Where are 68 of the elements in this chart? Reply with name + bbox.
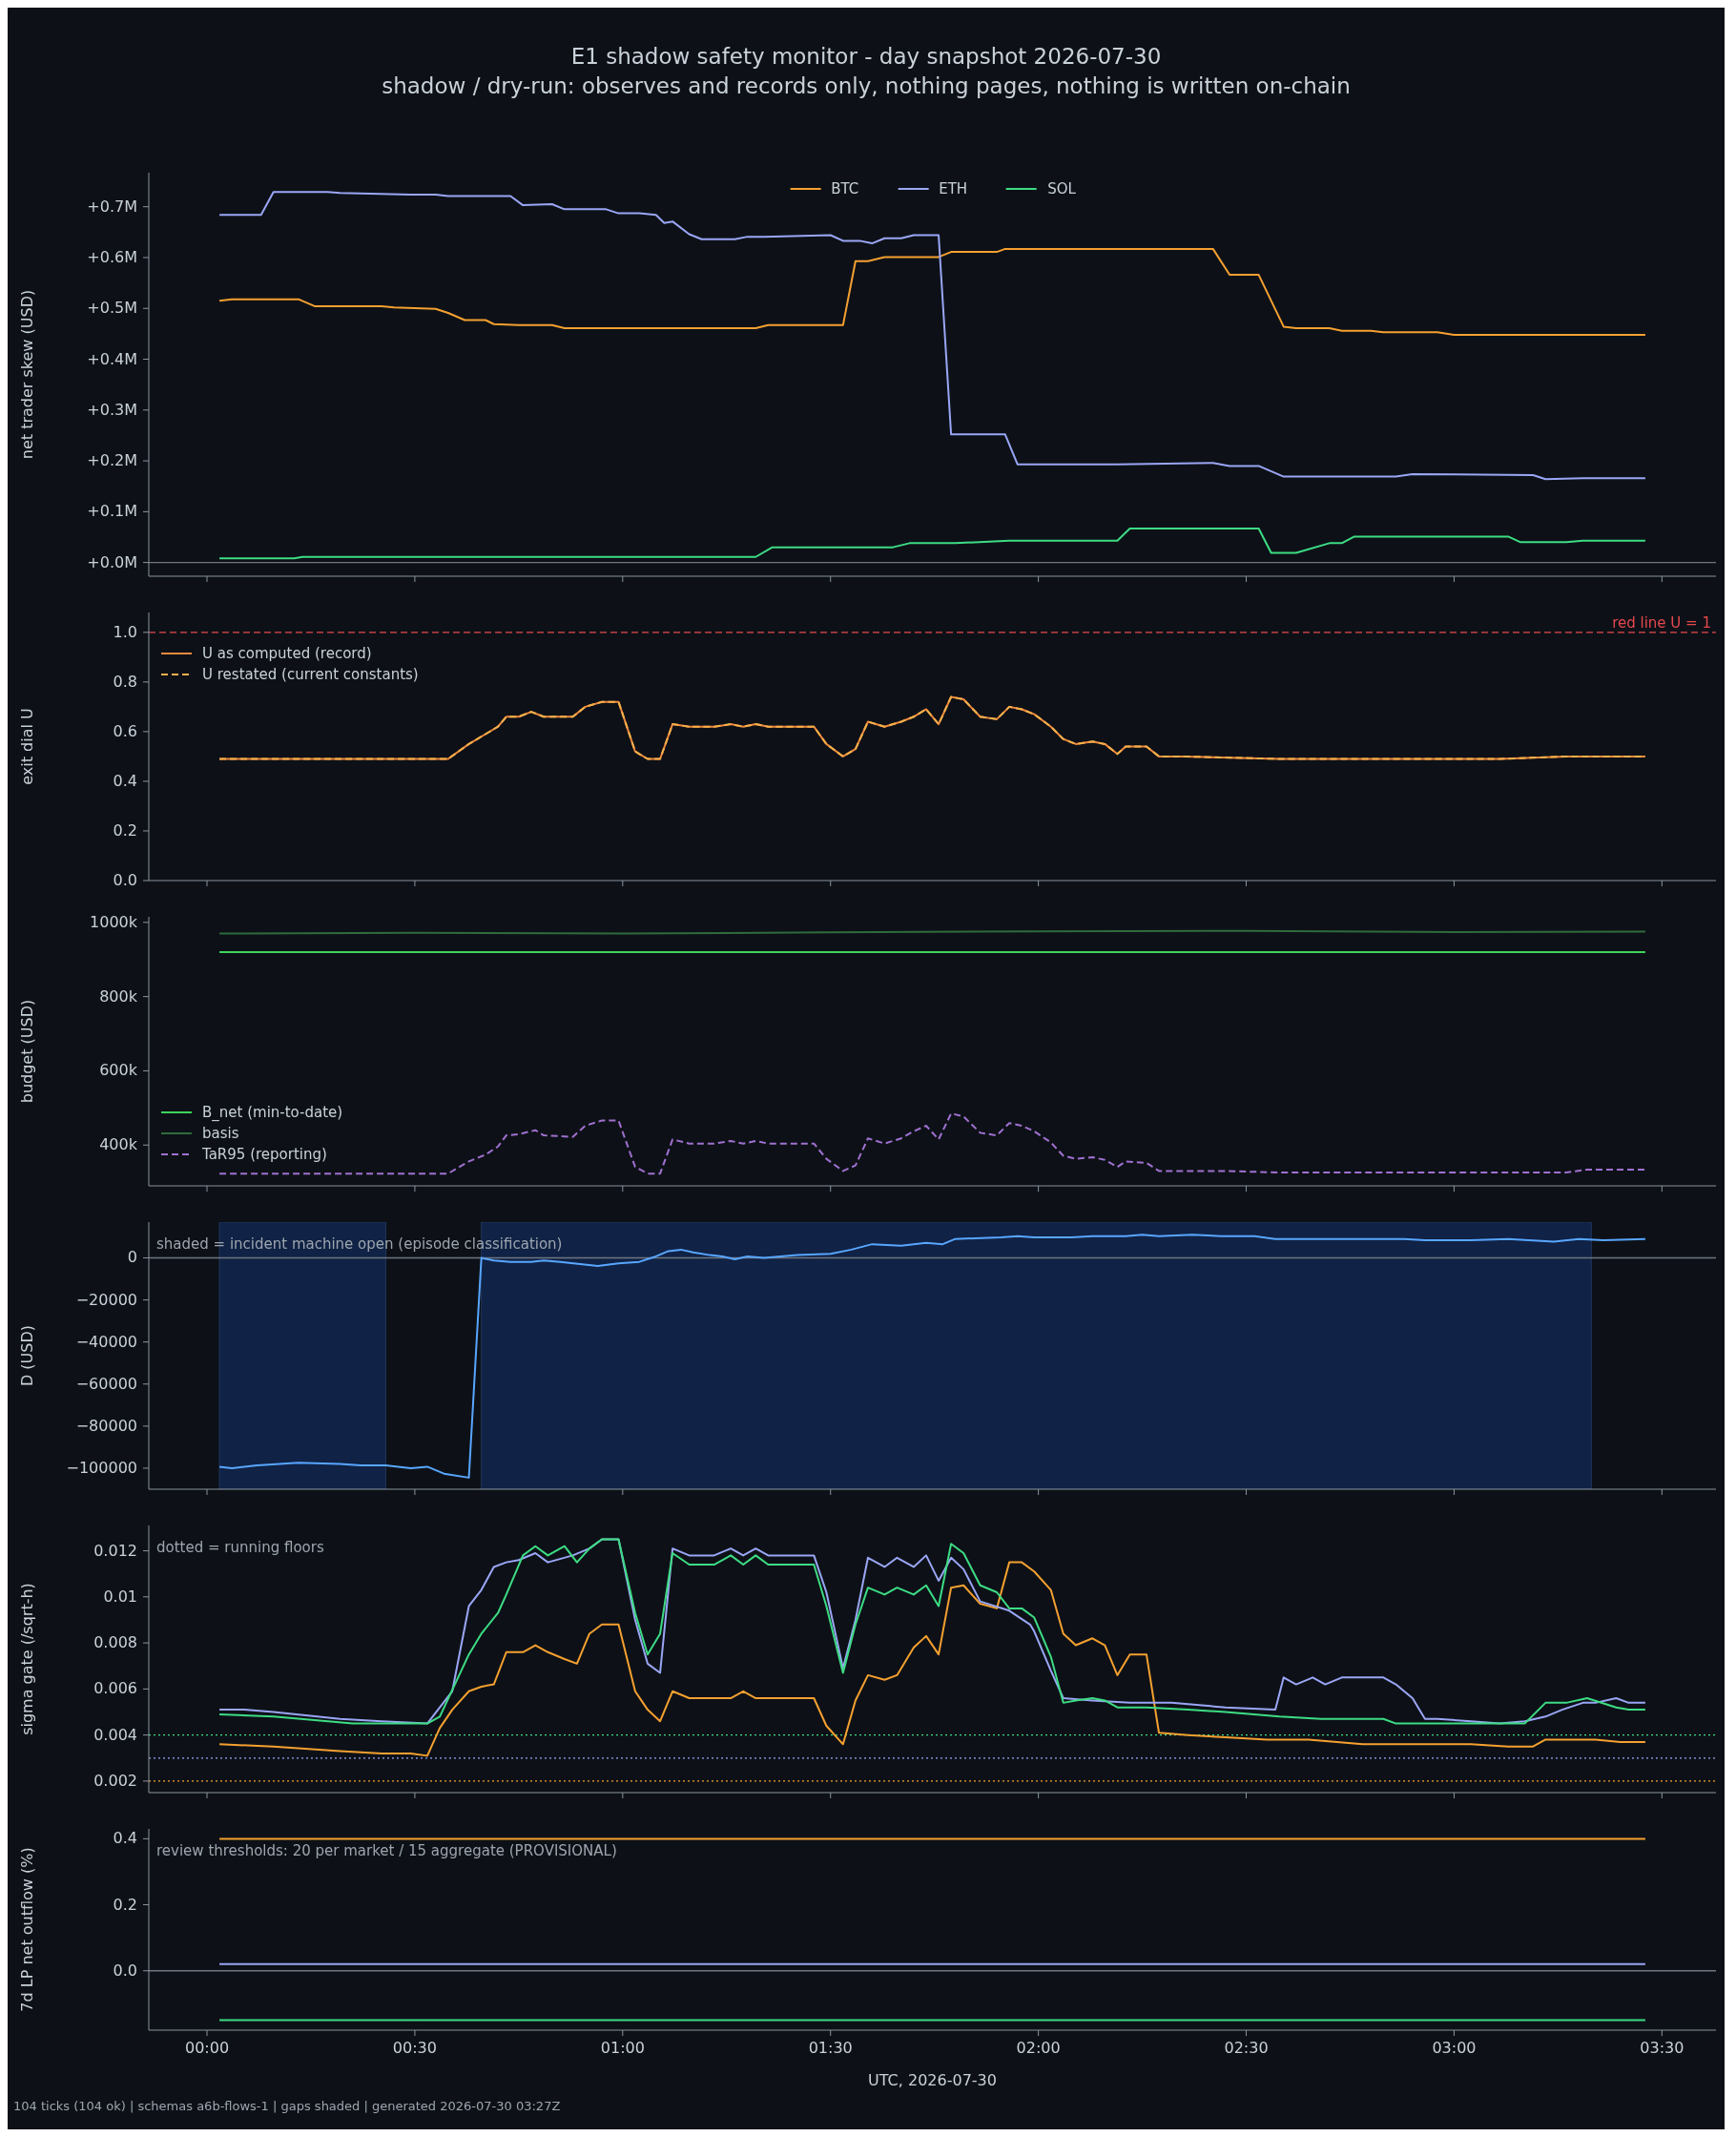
y-tick-label: 0.01 [103,1587,137,1606]
x-axis-title: UTC, 2026-07-30 [868,2071,997,2089]
legend-label: ETH [939,180,968,197]
y-tick-label: 0.008 [93,1633,137,1652]
y-tick-label: 0.0 [113,871,137,889]
y-tick-label: +0.7M [87,197,137,216]
x-tick-label: 01:00 [600,2039,645,2057]
y-tick-label: 0.002 [93,1771,137,1790]
y-tick-label: −80000 [75,1416,137,1435]
y-tick-label: 0.4 [113,771,137,790]
annotation: review thresholds: 20 per market / 15 aggregate (PROVISIONAL) [156,1842,617,1859]
legend-label: SOL [1047,180,1076,197]
x-tick-label: 02:30 [1224,2039,1269,2057]
chart-title: E1 shadow safety monitor - day snapshot 2026-07-30 [569,43,1163,71]
y-tick-label: +0.6M [87,247,137,266]
y-tick-label: 0.0 [113,1961,137,1980]
y-tick-label: +0.4M [87,349,137,368]
chart-subtitle: shadow / dry-run: observes and records only, nothing pages, nothing is written on-chain [381,73,1352,100]
y-tick-label: 0.4 [113,1829,137,1848]
y-tick-label: 0.8 [113,672,137,691]
y-axis-title: D (USD) [17,1324,36,1387]
y-tick-label: +0.0M [87,552,137,571]
y-tick-label: 0.004 [93,1725,137,1744]
text: 104 ticks (104 ok) | schemas a6b-flows-1 | gaps shaded | generated 2026-07-30 03:27Z [13,2099,561,2113]
y-axis-title: sigma gate (/sqrt-h) [17,1583,36,1735]
y-tick-label: 0.006 [93,1679,137,1698]
legend-label: U restated (current constants) [202,666,419,683]
y-tick-label: 0 [127,1248,137,1267]
y-tick-label: 600k [99,1061,138,1080]
y-tick-label: +0.5M [87,299,137,318]
line-series [218,1561,1646,1757]
y-tick-label: 0.012 [93,1541,137,1560]
x-tick-label: 03:00 [1432,2039,1477,2057]
y-tick-label: 0.2 [113,1895,137,1914]
y-tick-label: +0.2M [87,451,137,470]
legend-label: basis [202,1125,239,1142]
y-tick-label: 1000k [90,912,138,931]
y-tick-label: 400k [99,1135,138,1154]
y-tick-label: 0.6 [113,721,137,740]
y-tick-label: +0.3M [87,400,137,419]
y-axis-title: exit dial U [17,708,36,785]
y-tick-label: 1.0 [113,622,137,641]
line-series [218,247,1646,336]
annotation: dotted = running floors [156,1539,324,1556]
y-tick-label: −40000 [75,1332,137,1351]
y-tick-label: −60000 [75,1374,137,1393]
x-tick-label: 02:00 [1016,2039,1061,2057]
line-series [218,1538,1646,1725]
y-tick-label: 800k [99,986,138,1006]
y-tick-label: 0.2 [113,820,137,840]
legend-label: BTC [831,180,859,197]
x-tick-label: 00:30 [392,2039,437,2057]
x-tick-label: 03:30 [1640,2039,1684,2057]
legend-label: TaR95 (reporting) [202,1146,327,1163]
line-series [218,695,1646,760]
y-axis-title: net trader skew (USD) [17,289,36,460]
y-axis-title: budget (USD) [17,999,36,1104]
legend-label: U as computed (record) [202,645,372,662]
y-axis-title: 7d LP net outflow (%) [17,1847,36,2012]
line-series [218,527,1646,560]
x-tick-label: 00:00 [184,2039,230,2057]
y-tick-label: −20000 [75,1290,137,1309]
y-tick-label: +0.1M [87,502,137,521]
annotation: shaded = incident machine open (episode classification) [156,1235,563,1253]
legend-label: B_net (min-to-date) [202,1104,343,1121]
ref-line-label: red line U = 1 [1612,613,1711,632]
x-tick-label: 01:30 [808,2039,853,2057]
y-tick-label: −100000 [66,1458,137,1477]
